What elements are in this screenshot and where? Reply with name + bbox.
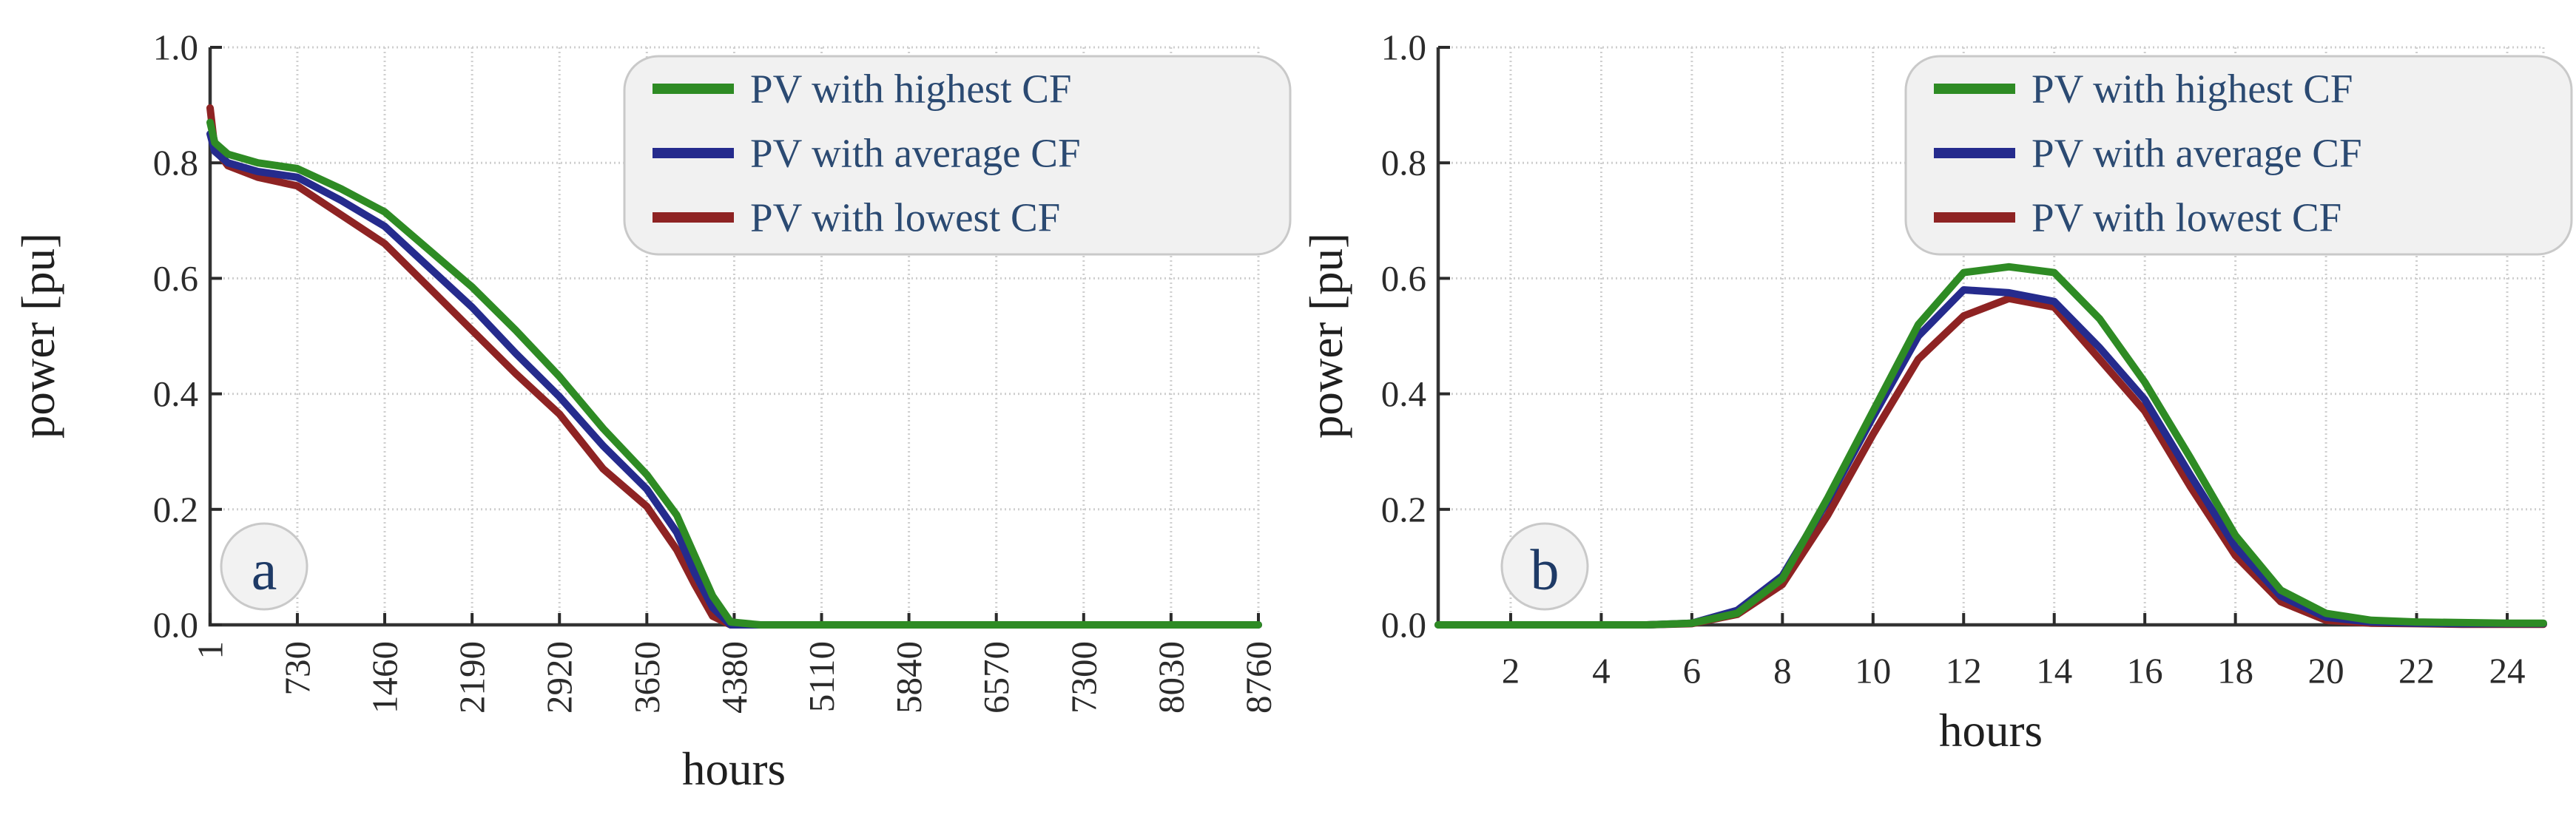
x-tick-label: 5110 — [801, 641, 842, 712]
chart-b: 2 4 6 8 10 12 14 16 18 20 22 24 0.00.20.40.60.81.0 … — [1301, 27, 2573, 756]
x-tick-label: 6 — [1683, 651, 1702, 691]
x-tick-label: 2 — [1502, 651, 1520, 691]
panel-a-badge-circle — [220, 522, 308, 611]
x-tick-label: 730 — [277, 641, 317, 696]
x-tick-label: 18 — [2217, 651, 2253, 691]
x-tick-label: 8030 — [1150, 641, 1191, 714]
chart-b-x-tick-labels: 2 4 6 8 10 12 14 16 18 20 22 24 — [1502, 651, 2526, 691]
legend-label: PV with average CF — [2032, 131, 2362, 176]
x-tick-label: 1 — [190, 641, 231, 660]
y-tick-label: 0.0 — [153, 605, 198, 646]
chart-b-ylabel: power [pu] — [1301, 233, 1352, 439]
panel-b-badge-label: b — [1531, 538, 1560, 602]
chart-a-x-tick-labels: 1 730 1460 2190 2920 3650 4380 5110 5840 6570 7300… — [190, 641, 1279, 714]
chart-a-y-tick-labels: 0.0 0.2 0.4 0.6 0.8 1.0 — [153, 27, 198, 646]
x-tick-label: 3650 — [627, 641, 667, 714]
y-tick-label: 1.0 — [1381, 27, 1426, 68]
x-tick-label: 20 — [2308, 651, 2344, 691]
legend-label: PV with lowest CF — [750, 195, 1060, 240]
x-tick-label: 14 — [2036, 651, 2072, 691]
chart-a-ylabel: power [pu] — [13, 233, 64, 439]
series-line-average — [1434, 286, 2547, 629]
y-tick-label: 0.6 — [1381, 258, 1426, 299]
x-tick-label: 12 — [1946, 651, 1982, 691]
x-tick-label: 4380 — [714, 641, 755, 714]
series-line-lowest — [1434, 294, 2547, 629]
series-line-highest — [206, 118, 1262, 629]
y-tick-label: 0.2 — [153, 489, 198, 529]
chart-b-series — [1434, 263, 2547, 629]
x-tick-label: 10 — [1855, 651, 1891, 691]
x-tick-label: 24 — [2489, 651, 2526, 691]
y-tick-label: 0.8 — [1381, 143, 1426, 183]
series-line-highest — [1434, 263, 2547, 629]
y-tick-label: 0.4 — [1381, 373, 1426, 414]
x-tick-label: 8 — [1773, 651, 1792, 691]
chart-b-gridlines — [1438, 46, 2545, 625]
chart-a-series — [206, 104, 1262, 629]
y-tick-label: 0.4 — [153, 373, 198, 414]
x-tick-label: 2920 — [539, 641, 580, 714]
chart-b-y-tick-labels: 0.0 0.2 0.4 0.6 0.8 1.0 — [1381, 27, 1426, 646]
y-tick-label: 1.0 — [153, 27, 198, 68]
y-tick-label: 0.2 — [1381, 489, 1426, 529]
panel-a-badge-label: a — [252, 538, 277, 602]
chart-a: 1 730 1460 2190 2920 3650 4380 5110 5840 6570 7300… — [13, 27, 1292, 795]
x-tick-label: 16 — [2127, 651, 2163, 691]
chart-a-xlabel: hours — [682, 743, 786, 795]
y-tick-label: 0.8 — [153, 143, 198, 183]
y-tick-label: 0.0 — [1381, 605, 1426, 646]
legend-label: PV with lowest CF — [2032, 195, 2341, 240]
legend-box — [1904, 55, 2573, 256]
legend-label: PV with average CF — [750, 131, 1081, 176]
chart-b-legend: PV with highest CF PV with average CF PV w… — [1904, 55, 2573, 256]
x-tick-label: 8760 — [1238, 641, 1279, 714]
legend-label: PV with highest CF — [2032, 67, 2353, 112]
x-tick-label: 2190 — [452, 641, 493, 714]
panel-b-badge-circle — [1500, 522, 1589, 611]
chart-b-xlabel: hours — [1939, 705, 2043, 756]
x-tick-label: 22 — [2398, 651, 2435, 691]
legend-box — [623, 55, 1292, 256]
chart-a-legend: PV with highest CF PV with average CF PV w… — [623, 55, 1292, 256]
x-tick-label: 4 — [1592, 651, 1611, 691]
x-tick-label: 1460 — [365, 641, 405, 714]
y-tick-label: 0.6 — [153, 258, 198, 299]
x-tick-label: 7300 — [1063, 641, 1104, 714]
x-tick-label: 5840 — [889, 641, 929, 714]
legend-label: PV with highest CF — [750, 67, 1072, 112]
x-tick-label: 6570 — [976, 641, 1016, 714]
